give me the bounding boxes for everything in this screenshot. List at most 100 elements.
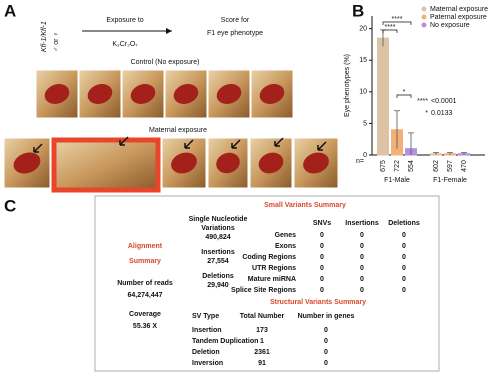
column-header: Total Number — [240, 313, 285, 320]
eye — [303, 152, 329, 174]
eye — [259, 84, 285, 104]
pointer-arrow — [231, 139, 241, 149]
row-title: Maternal exposure — [149, 127, 207, 134]
cell: 173 — [256, 327, 268, 334]
legend-label: Paternal exposure — [430, 14, 487, 21]
legend-swatch — [421, 6, 427, 12]
cell: 0 — [320, 254, 324, 261]
cell: 0 — [402, 243, 406, 250]
section-title: Alignment — [128, 243, 163, 250]
significance-stars: **** — [417, 98, 428, 105]
pointer-arrow — [119, 136, 129, 146]
bracket — [382, 29, 398, 33]
y-tick-label: 15 — [359, 57, 367, 64]
highlight — [51, 137, 161, 193]
compound: K₂Cr₂O₇ — [112, 41, 138, 48]
cell: 0 — [324, 349, 328, 356]
p-value: 0.0133 — [431, 110, 453, 117]
error-bar — [433, 152, 439, 155]
significance: * — [403, 89, 406, 96]
n-label: 470 — [461, 160, 468, 172]
legend-swatch — [421, 14, 427, 20]
row-label: Deletion — [192, 349, 220, 356]
cell: 0 — [402, 276, 406, 283]
column-header: Number in genes — [298, 313, 355, 320]
pointer-arrow — [33, 143, 43, 153]
section-title: Summary — [129, 258, 161, 265]
bracket — [396, 94, 412, 98]
summary-box — [94, 195, 440, 372]
column-header: Insertions — [345, 220, 379, 227]
row-label: Mature miRNA — [248, 276, 296, 283]
p-value: <0.0001 — [431, 98, 457, 105]
cell: 0 — [360, 254, 364, 261]
error-bar — [394, 110, 400, 149]
cell: 0 — [324, 338, 328, 345]
bracket — [382, 21, 412, 25]
legend-label: Maternal exposure — [430, 6, 488, 13]
row-label: Exons — [275, 243, 296, 250]
photo — [293, 137, 339, 189]
cell: 0 — [360, 265, 364, 272]
n-label: 554 — [408, 160, 415, 172]
row-title: Control (No exposure) — [131, 59, 200, 66]
cell: 0 — [402, 287, 406, 294]
count-value: 27,554 — [207, 258, 229, 265]
cell: 91 — [258, 360, 266, 367]
cell: 0 — [320, 232, 324, 239]
panel-label: B — [352, 1, 364, 20]
cell: 0 — [320, 265, 324, 272]
y-axis-title: Eye phenotypes (%) — [344, 54, 351, 117]
reads-value: 64,274,447 — [127, 292, 162, 299]
cell: 0 — [324, 360, 328, 367]
n-label: 722 — [394, 160, 401, 172]
error-bar — [447, 152, 453, 155]
exposure: Exposure to — [106, 17, 143, 24]
eye — [44, 84, 70, 104]
panel-label: C — [4, 196, 16, 215]
pointer-arrow — [317, 141, 327, 151]
n-label: 675 — [380, 160, 387, 172]
y-tick-label: 20 — [359, 25, 367, 32]
error-bar — [408, 132, 414, 155]
panel-label: A — [4, 1, 16, 20]
cell: 0 — [402, 232, 406, 239]
cell: 0 — [324, 327, 328, 334]
score: Score for — [221, 17, 250, 24]
count-value: 29,940 — [207, 282, 229, 289]
eye — [13, 152, 41, 174]
n-label: n= — [356, 158, 364, 165]
column-header: SNVs — [313, 220, 331, 227]
reads-label: Number of reads — [117, 280, 173, 287]
x-tick-label: F1-Male — [384, 177, 410, 184]
cell: 0 — [360, 243, 364, 250]
cell: 2361 — [254, 349, 270, 356]
count-label: Single Nucleotide — [189, 216, 248, 223]
legend-swatch — [421, 22, 427, 28]
column-header: SV Type — [192, 313, 219, 320]
y-tick-label: 0 — [363, 152, 367, 159]
pointer-arrow — [184, 139, 194, 149]
cell: 0 — [402, 254, 406, 261]
significance: **** — [392, 16, 403, 23]
significance: **** — [385, 24, 396, 31]
photo — [3, 137, 51, 189]
eye — [130, 84, 156, 104]
legend-label: No exposure — [430, 22, 470, 29]
n-label: 602 — [433, 160, 440, 172]
count-label: Deletions — [202, 273, 234, 280]
cell: 1 — [260, 338, 264, 345]
cell: 0 — [320, 287, 324, 294]
y-tick-label: 10 — [359, 89, 367, 96]
pointer-arrow — [274, 137, 284, 147]
arrow-head — [166, 28, 172, 34]
eye — [171, 152, 197, 174]
eye — [216, 84, 242, 104]
n-label: 597 — [447, 160, 454, 172]
section-title: Structural Variants Summary — [270, 299, 366, 306]
cell: 0 — [360, 276, 364, 283]
row-label: Coding Regions — [242, 254, 296, 261]
cell: 0 — [320, 276, 324, 283]
sexes: ♂ or ♀ — [53, 31, 60, 52]
